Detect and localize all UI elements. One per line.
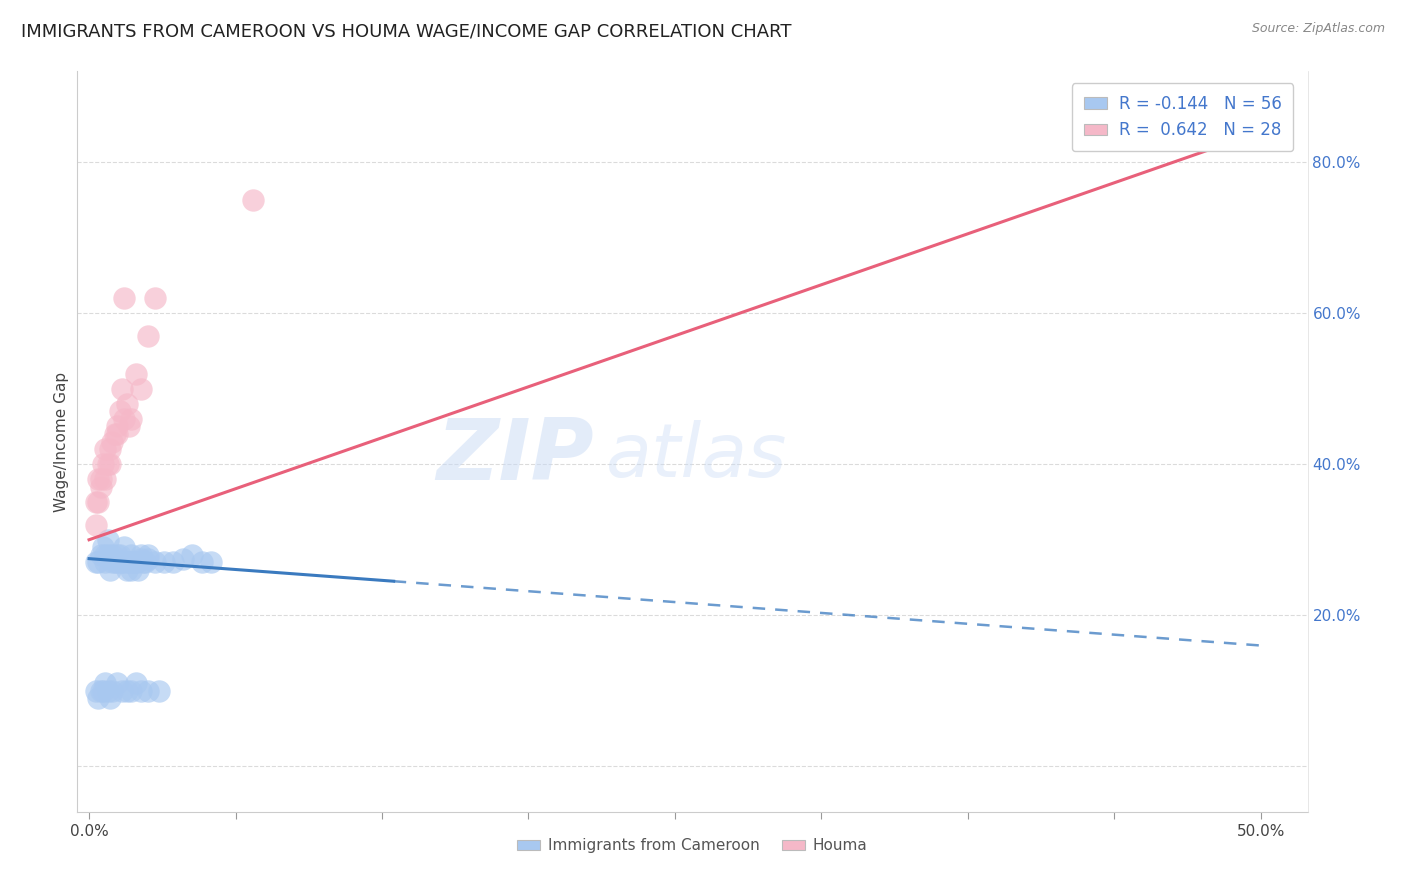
Point <box>98 563 121 577</box>
Point <box>105 548 128 562</box>
Text: atlas: atlas <box>606 420 787 492</box>
Point <box>87 691 110 706</box>
Point <box>104 556 127 570</box>
Point <box>143 291 166 305</box>
Point <box>200 556 222 570</box>
Point <box>136 551 159 566</box>
Point <box>87 472 110 486</box>
Point <box>118 556 141 570</box>
Point <box>120 548 142 562</box>
Text: IMMIGRANTS FROM CAMEROON VS HOUMA WAGE/INCOME GAP CORRELATION CHART: IMMIGRANTS FROM CAMEROON VS HOUMA WAGE/I… <box>21 22 792 40</box>
Point <box>125 367 148 381</box>
Point <box>91 683 114 698</box>
Point <box>115 563 138 577</box>
Point <box>97 533 120 547</box>
Point <box>90 472 112 486</box>
Point <box>136 683 159 698</box>
Point <box>125 676 148 690</box>
Point <box>190 556 212 570</box>
Y-axis label: Wage/Income Gap: Wage/Income Gap <box>53 371 69 512</box>
Point <box>125 556 148 570</box>
Point <box>90 683 112 698</box>
Point <box>84 556 107 570</box>
Point <box>108 548 131 562</box>
Point <box>98 442 121 456</box>
Point <box>153 556 176 570</box>
Point <box>111 683 134 698</box>
Point <box>115 556 138 570</box>
Point <box>90 480 112 494</box>
Point <box>112 291 135 305</box>
Point <box>118 419 141 434</box>
Point <box>97 457 120 471</box>
Point <box>87 495 110 509</box>
Point <box>136 548 159 562</box>
Point <box>101 548 124 562</box>
Point <box>111 556 134 570</box>
Point <box>111 556 134 570</box>
Point <box>127 563 149 577</box>
Point <box>129 683 152 698</box>
Point <box>91 541 114 555</box>
Point <box>105 427 128 442</box>
Point <box>242 193 264 207</box>
Legend: Immigrants from Cameroon, Houma: Immigrants from Cameroon, Houma <box>510 832 875 860</box>
Point <box>129 382 152 396</box>
Point <box>94 548 117 562</box>
Point <box>181 548 204 562</box>
Point <box>120 683 142 698</box>
Point <box>84 517 107 532</box>
Point <box>97 683 120 698</box>
Text: ZIP: ZIP <box>436 415 595 498</box>
Point <box>120 563 142 577</box>
Point <box>97 548 120 562</box>
Point <box>94 676 117 690</box>
Point <box>112 412 135 426</box>
Point <box>134 556 156 570</box>
Point <box>148 683 170 698</box>
Point <box>172 551 194 566</box>
Point <box>122 556 145 570</box>
Point <box>94 556 117 570</box>
Point <box>84 683 107 698</box>
Point <box>112 541 135 555</box>
Point <box>91 457 114 471</box>
Point <box>94 442 117 456</box>
Point <box>84 495 107 509</box>
Point <box>101 434 124 449</box>
Point <box>115 397 138 411</box>
Point <box>104 427 127 442</box>
Point <box>105 419 128 434</box>
Point <box>98 691 121 706</box>
Point <box>162 556 184 570</box>
Point <box>94 472 117 486</box>
Point <box>105 676 128 690</box>
Point <box>108 404 131 418</box>
Text: Source: ZipAtlas.com: Source: ZipAtlas.com <box>1251 22 1385 36</box>
Point <box>120 412 142 426</box>
Point <box>125 556 148 570</box>
Point <box>101 556 124 570</box>
Point <box>101 683 124 698</box>
Point <box>136 328 159 343</box>
Point <box>129 551 152 566</box>
Point <box>132 556 155 570</box>
Point <box>98 457 121 471</box>
Point <box>105 556 128 570</box>
Point <box>90 548 112 562</box>
Point <box>111 382 134 396</box>
Point <box>115 683 138 698</box>
Point <box>143 556 166 570</box>
Point <box>129 548 152 562</box>
Point <box>87 556 110 570</box>
